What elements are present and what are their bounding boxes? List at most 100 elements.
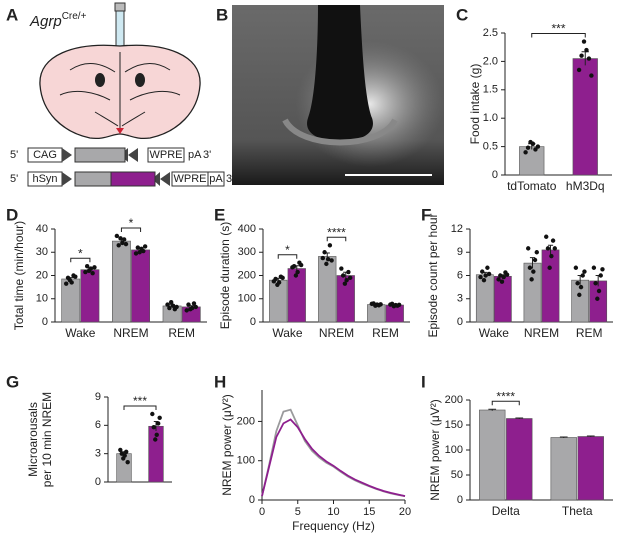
y-tick-label: 0 [250, 316, 256, 328]
data-point [577, 292, 582, 298]
data-point [298, 262, 304, 268]
significance-bracket [326, 236, 347, 242]
data-point [552, 246, 557, 251]
data-point [388, 302, 393, 307]
y-tick-label: 0 [492, 169, 498, 181]
data-point [582, 269, 587, 274]
y-axis-label: NREM power (μV²) [428, 399, 442, 501]
y-axis-label: NREM power (μV²) [220, 394, 234, 496]
data-point [598, 273, 603, 278]
y-tick-label: 20 [36, 269, 48, 281]
bar [131, 249, 150, 323]
data-point [191, 301, 197, 306]
panel-label: H [214, 372, 226, 391]
panel-label: D [6, 205, 18, 224]
data-point [481, 277, 487, 283]
data-point [189, 305, 195, 311]
data-point [527, 265, 533, 270]
bar [550, 437, 577, 501]
error-bar [559, 436, 568, 438]
data-point [271, 279, 277, 284]
x-tick-label: 5 [295, 506, 301, 518]
data-point [346, 269, 351, 275]
x-tick-label: 10 [327, 506, 339, 518]
data-point [184, 308, 189, 313]
y-tick-label: 3 [457, 293, 463, 305]
data-point [167, 305, 172, 311]
data-point [151, 425, 156, 430]
data-point [186, 302, 191, 307]
data-point [378, 302, 383, 307]
y-tick-label: 100 [238, 293, 256, 305]
bar [506, 418, 533, 501]
data-point [329, 258, 334, 263]
x-tick-label: Wake [65, 326, 96, 340]
x-tick-label: REM [576, 326, 603, 340]
bar [577, 436, 604, 501]
brain-diagram [39, 2, 201, 140]
y-tick-label: 100 [445, 444, 463, 456]
line [261, 418, 406, 497]
data-point [504, 272, 510, 277]
data-point [496, 277, 501, 282]
bar [80, 269, 100, 323]
data-point [121, 237, 127, 242]
data-point [168, 300, 174, 305]
data-point [478, 274, 483, 280]
construct-text: CAG [33, 149, 57, 161]
data-point [480, 269, 485, 274]
data-point [535, 144, 541, 149]
data-point [581, 39, 587, 44]
bar [572, 58, 598, 176]
y-tick-label: 150 [445, 419, 463, 431]
data-point [276, 280, 282, 285]
data-point [595, 296, 600, 301]
bar [318, 256, 337, 323]
data-point [547, 265, 552, 270]
construct-text: 3' [203, 149, 211, 161]
data-point [137, 250, 142, 255]
y-axis-label: per 10 min NREM [40, 392, 54, 487]
significance-bracket [120, 227, 142, 232]
data-point [83, 269, 88, 275]
y-axis-label: Food intake (g) [468, 64, 482, 145]
data-point [141, 248, 146, 254]
significance-bracket [70, 257, 91, 263]
data-point [578, 284, 584, 290]
data-point [165, 302, 170, 307]
data-point [593, 281, 598, 286]
y-tick-label: 100 [237, 455, 255, 467]
error-bar [547, 244, 554, 255]
data-point [114, 233, 120, 239]
y-tick-label: 2.5 [483, 27, 498, 39]
micrograph [232, 5, 444, 185]
construct-text: 5' [10, 173, 18, 185]
x-tick-label: 15 [363, 506, 375, 518]
y-tick-label: 1.0 [483, 112, 498, 124]
x-tick-label: Wake [479, 326, 510, 340]
error-bar [488, 408, 497, 411]
y-tick-label: 3 [95, 448, 101, 460]
data-point [123, 241, 129, 247]
data-point [116, 243, 121, 248]
data-point [125, 459, 130, 465]
data-point [483, 273, 488, 278]
data-point [575, 281, 580, 286]
data-point [342, 281, 348, 286]
significance-label: * [78, 246, 83, 260]
y-tick-label: 6 [95, 419, 101, 431]
data-point [340, 273, 346, 278]
data-point [84, 264, 90, 269]
data-point [532, 257, 538, 263]
data-point [63, 281, 69, 286]
panel-label: C [456, 5, 468, 24]
data-point [530, 141, 536, 146]
x-tick-label: NREM [319, 326, 354, 340]
bar [519, 146, 545, 176]
y-tick-label: 9 [95, 391, 101, 403]
data-point [531, 269, 536, 274]
data-point [579, 53, 584, 58]
bar [589, 280, 608, 323]
significance-label: **** [327, 225, 346, 239]
data-point [157, 415, 162, 420]
